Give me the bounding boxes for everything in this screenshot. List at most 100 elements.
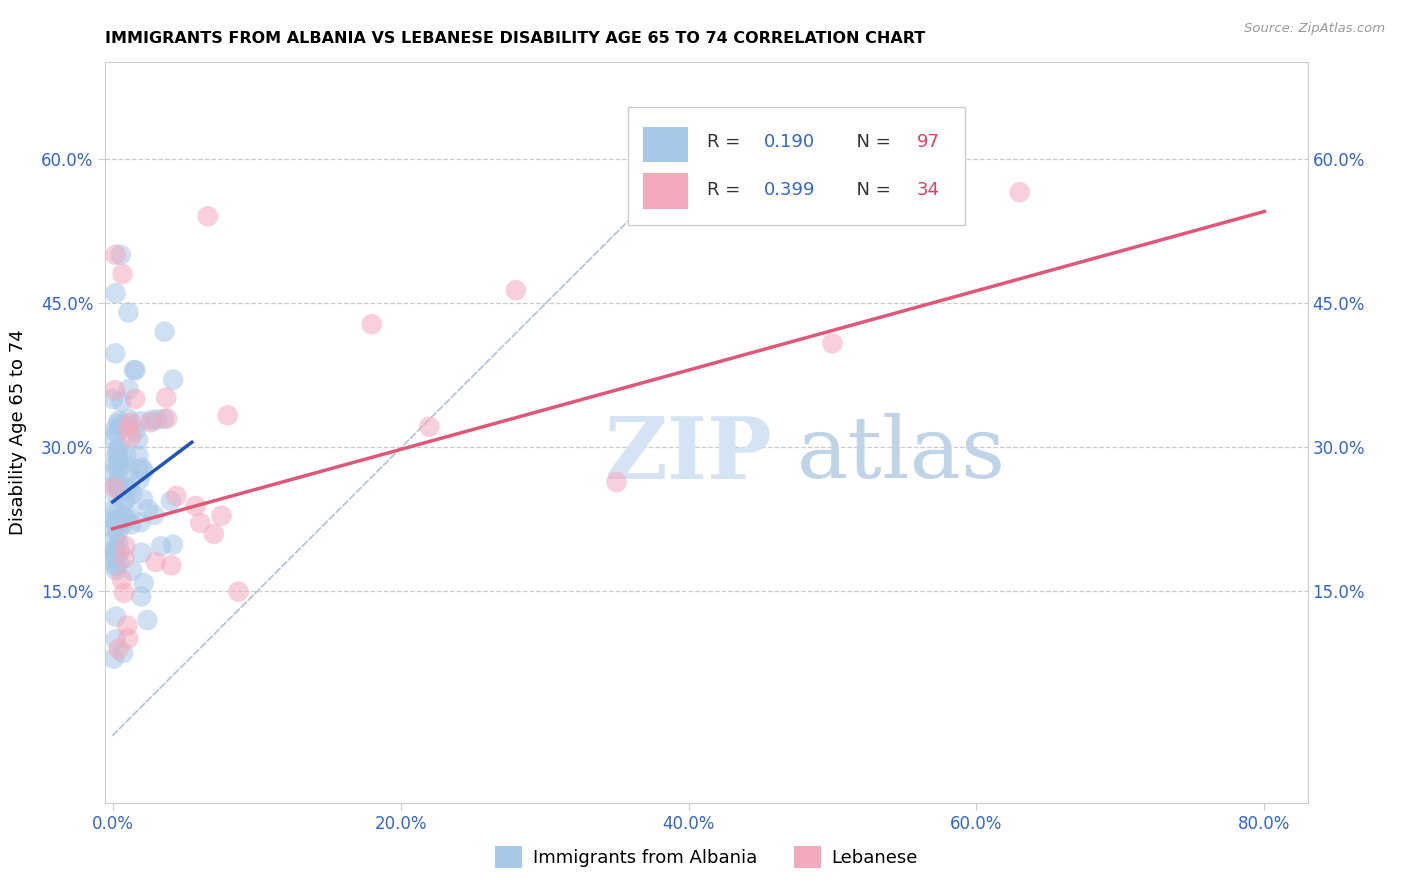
Point [110, 248, 132, 262]
Point [114, 511, 136, 525]
Point [103, 502, 125, 516]
Point [153, 412, 176, 426]
Point [132, 464, 155, 478]
Point [145, 412, 167, 426]
Point [108, 544, 131, 558]
Point [118, 508, 141, 522]
Text: IMMIGRANTS FROM ALBANIA VS LEBANESE DISABILITY AGE 65 TO 74 CORRELATION CHART: IMMIGRANTS FROM ALBANIA VS LEBANESE DISA… [105, 31, 925, 46]
Point [114, 509, 136, 524]
Point [127, 448, 149, 462]
Point [107, 642, 129, 657]
Point [107, 442, 129, 457]
Point [101, 514, 124, 528]
Text: N =: N = [845, 134, 896, 152]
Point [104, 286, 127, 301]
Point [104, 383, 127, 397]
Point [165, 489, 187, 503]
Point [197, 209, 219, 223]
Point [202, 526, 225, 541]
Point [118, 421, 141, 435]
Point [104, 632, 127, 647]
Point [128, 473, 150, 487]
Point [114, 483, 136, 497]
Point [162, 373, 184, 387]
Point [105, 516, 128, 530]
Point [105, 444, 128, 458]
Point [104, 514, 127, 528]
Text: ZIP: ZIP [605, 413, 772, 497]
Point [114, 417, 136, 432]
Point [108, 414, 131, 428]
Point [103, 547, 125, 561]
Point [155, 391, 177, 405]
Text: 97: 97 [917, 134, 939, 152]
Point [104, 423, 127, 437]
Point [105, 505, 128, 519]
Point [131, 546, 153, 560]
Point [103, 543, 125, 558]
Point [132, 492, 155, 507]
Point [105, 563, 128, 577]
Point [211, 508, 233, 523]
Point [124, 424, 146, 438]
Point [132, 576, 155, 591]
Point [107, 454, 129, 468]
Text: 0.399: 0.399 [765, 181, 815, 199]
Point [114, 493, 136, 508]
Point [120, 430, 142, 444]
Point [105, 475, 128, 489]
Point [105, 559, 128, 574]
Point [127, 433, 149, 447]
Point [107, 419, 129, 434]
Point [103, 521, 125, 535]
Point [104, 531, 127, 545]
Point [107, 450, 129, 465]
Point [141, 413, 163, 427]
Text: R =: R = [707, 181, 745, 199]
Point [112, 458, 135, 472]
Point [111, 573, 134, 587]
Point [105, 558, 128, 573]
Point [108, 440, 131, 454]
Point [117, 467, 139, 481]
Point [136, 502, 159, 516]
Point [112, 646, 135, 660]
Point [103, 433, 125, 447]
Point [105, 478, 128, 492]
Y-axis label: Disability Age 65 to 74: Disability Age 65 to 74 [10, 330, 27, 535]
Point [131, 460, 153, 475]
Point [118, 481, 141, 495]
Text: R =: R = [707, 134, 745, 152]
Point [114, 539, 136, 553]
Point [104, 609, 127, 624]
Point [107, 455, 129, 469]
Point [107, 462, 129, 476]
Point [360, 317, 382, 331]
Point [121, 564, 143, 578]
Point [124, 363, 146, 377]
Point [110, 394, 132, 409]
Point [124, 392, 146, 406]
Point [104, 346, 127, 360]
Point [114, 492, 136, 507]
Bar [643, 173, 689, 209]
Point [110, 509, 132, 524]
Point [103, 466, 125, 480]
Point [101, 392, 124, 406]
Point [150, 539, 173, 553]
Point [143, 508, 166, 522]
Point [108, 473, 131, 487]
Point [120, 416, 142, 430]
Point [217, 409, 239, 423]
Point [104, 248, 127, 262]
Point [111, 510, 134, 524]
Point [107, 480, 129, 494]
Text: Source: ZipAtlas.com: Source: ZipAtlas.com [1244, 22, 1385, 36]
Point [104, 481, 127, 495]
Point [111, 267, 134, 281]
Text: atlas: atlas [797, 413, 1005, 497]
Point [103, 550, 125, 565]
Text: N =: N = [845, 181, 896, 199]
Point [107, 526, 129, 541]
Point [160, 494, 183, 508]
